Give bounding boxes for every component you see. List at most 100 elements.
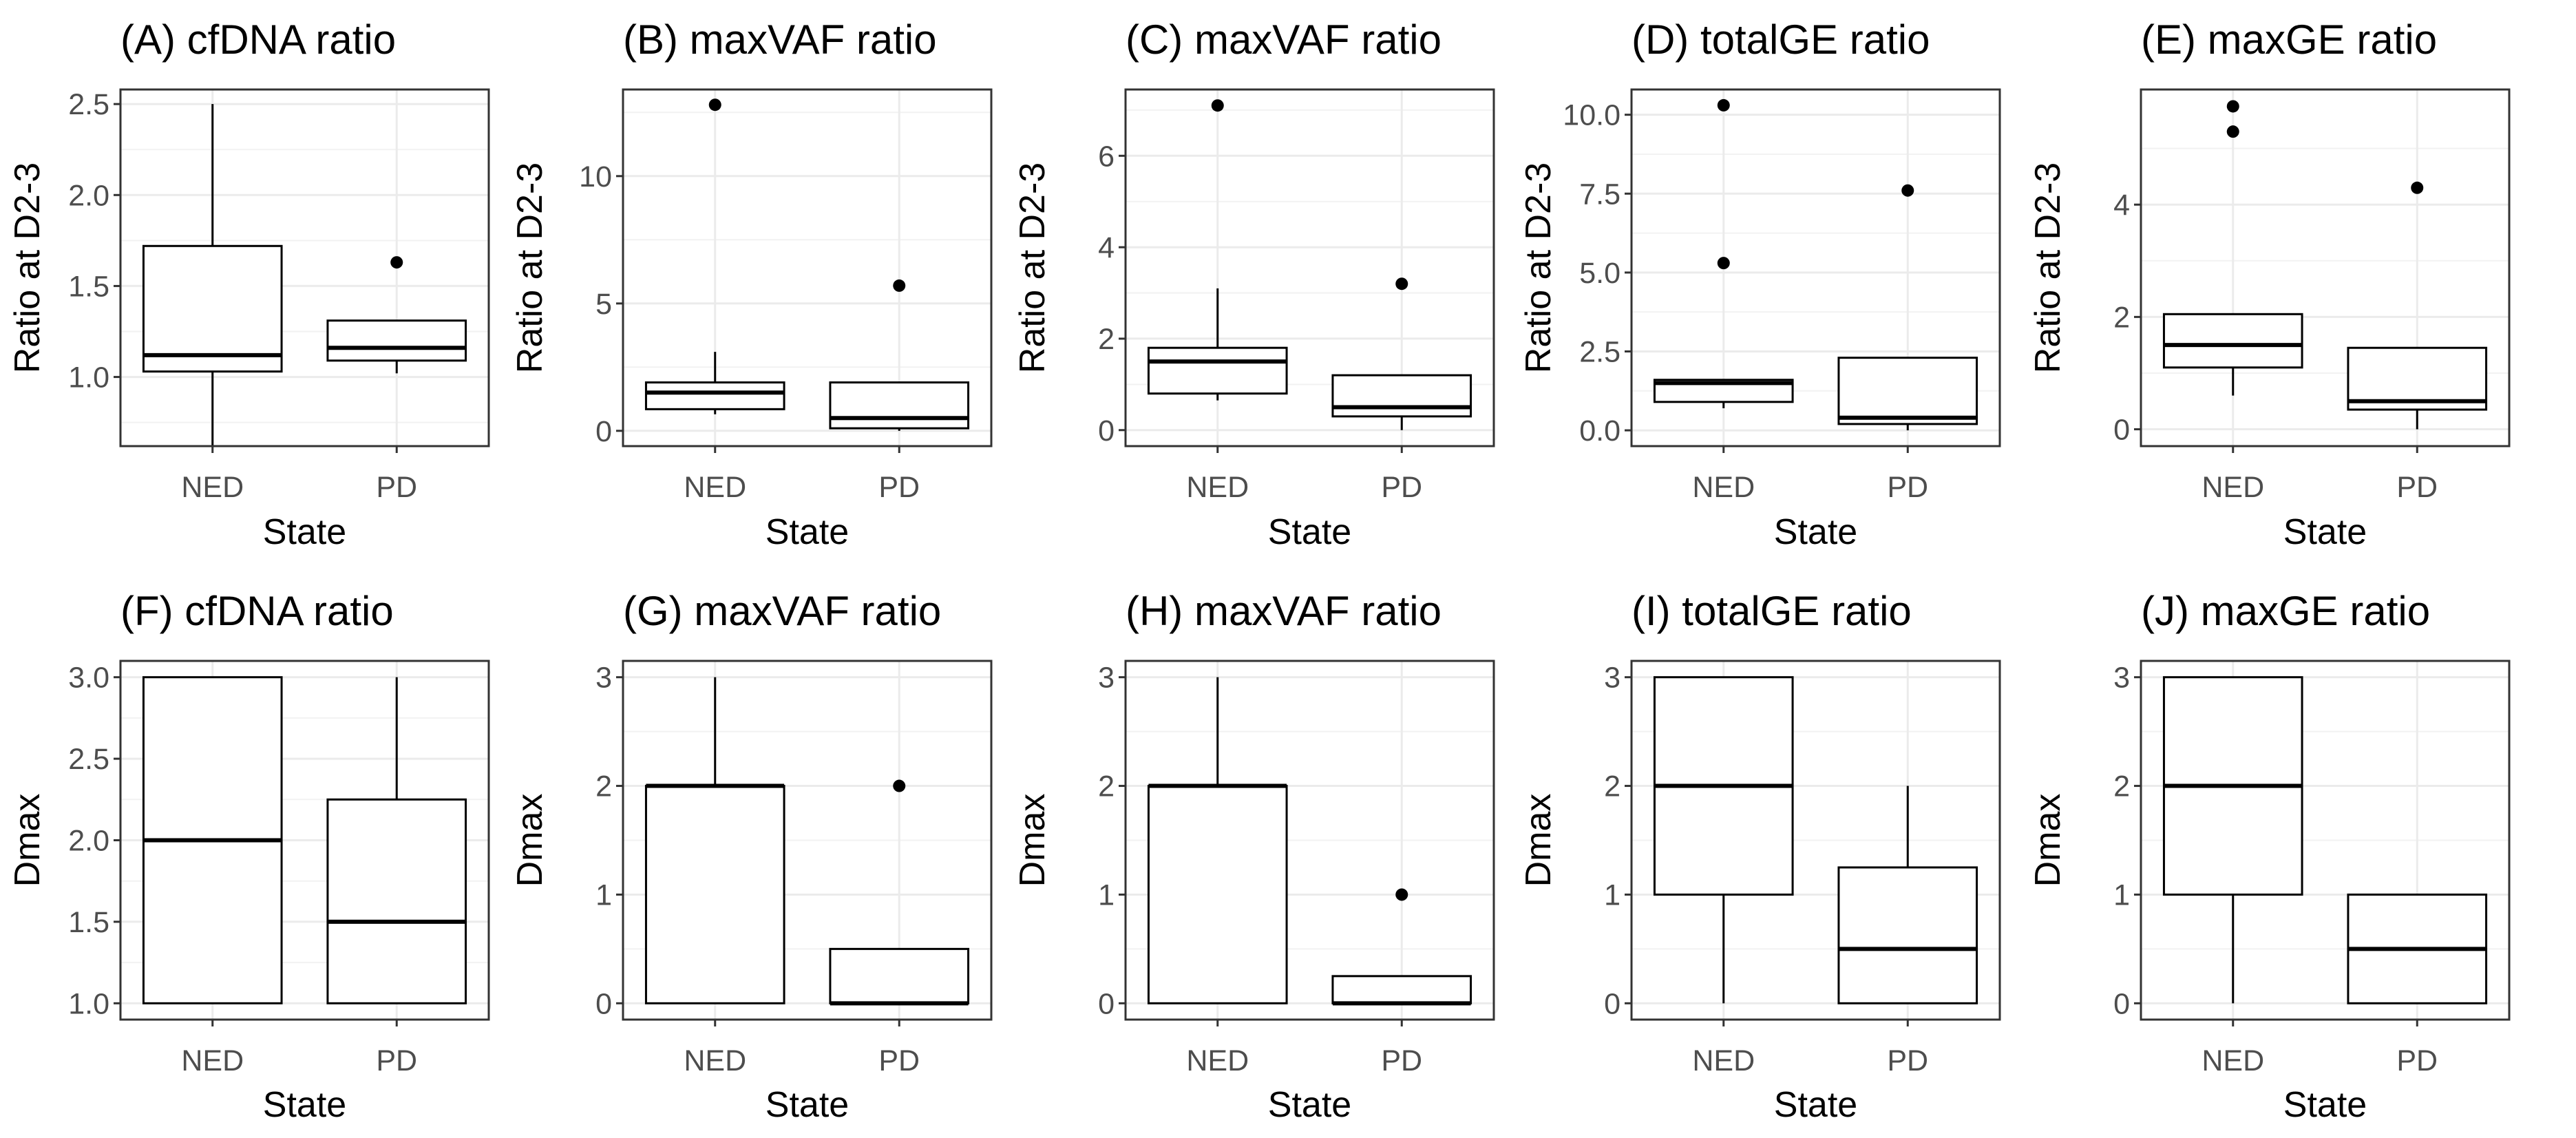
x-axis-label: State (766, 1085, 849, 1125)
y-tick-label: 4 (1098, 231, 1115, 264)
panel-border (622, 660, 993, 1021)
x-axis-label: State (766, 512, 849, 552)
iqr-box (2162, 313, 2303, 369)
panel-title: (F) cfDNA ratio (120, 588, 394, 634)
x-axis-label: State (2283, 512, 2367, 552)
x-tick-label: NED (1692, 1044, 1755, 1077)
box-ned (1147, 99, 1288, 401)
box-pd (326, 256, 467, 374)
panel-title: (I) totalGE ratio (1632, 588, 1912, 634)
y-tick-label: 3 (1098, 662, 1115, 695)
y-axis-label: Ratio at D2-3 (2028, 162, 2068, 373)
y-axis-label: Dmax (8, 794, 47, 887)
iqr-box (1147, 785, 1288, 1004)
x-tick-label: NED (181, 1044, 244, 1077)
panel-i: 0 1 2 3 NED PD (I) totalGE ratio State Dmax (1519, 588, 2001, 1125)
y-tick-label: 1 (2113, 878, 2130, 912)
box-pd (1331, 277, 1472, 430)
x-tick-label: PD (878, 1044, 920, 1077)
box-pd (829, 779, 970, 1006)
x-tick-label: NED (2202, 1044, 2264, 1077)
y-tick-label: 2.5 (68, 88, 109, 121)
box-ned (1653, 676, 1794, 1004)
outlier-point (1717, 257, 1730, 270)
outlier-point (1717, 98, 1730, 112)
outlier-point (2411, 181, 2424, 194)
outlier-point (2226, 125, 2239, 138)
panel-title: (E) maxGE ratio (2141, 17, 2437, 63)
y-tick-label: 2.0 (68, 825, 109, 858)
x-tick-label: PD (878, 471, 920, 504)
box-pd (829, 279, 970, 431)
y-tick-label: 0 (1098, 987, 1115, 1020)
panel-d: 0.0 2.5 5.0 7.5 10.0 NED PD (D) totalGE ratio St… (1519, 17, 2001, 552)
box-ned (1147, 677, 1288, 1004)
panel-border (2140, 660, 2511, 1021)
box-pd (1837, 786, 1978, 1004)
y-tick-label: 5.0 (1579, 257, 1620, 290)
outlier-point (1395, 888, 1408, 901)
x-tick-label: NED (1186, 471, 1249, 504)
box-pd (2347, 893, 2488, 1004)
x-axis-label: State (263, 512, 346, 552)
iqr-box (1837, 866, 1978, 1004)
x-tick-label: NED (2202, 471, 2264, 504)
iqr-box (1331, 374, 1472, 418)
iqr-box (1147, 346, 1288, 395)
panel-a: 1.0 1.5 2.0 2.5 NED PD (A) cfDNA ratio State Rat… (8, 17, 490, 552)
panel-title: (J) maxGE ratio (2141, 588, 2430, 634)
y-tick-label: 2 (1604, 770, 1620, 803)
y-tick-label: 3.0 (68, 662, 109, 695)
panel-title: (D) totalGE ratio (1632, 17, 1930, 63)
y-tick-label: 4 (2113, 189, 2130, 222)
y-tick-label: 1.5 (68, 270, 109, 303)
y-tick-label: 0 (595, 987, 612, 1020)
y-tick-label: 0 (2113, 987, 2130, 1020)
iqr-box (142, 244, 283, 373)
x-tick-label: NED (181, 471, 244, 504)
y-axis-label: Dmax (1519, 794, 1559, 887)
y-tick-label: 6 (1098, 140, 1115, 173)
y-tick-label: 0 (595, 415, 612, 448)
y-tick-label: 2 (1098, 323, 1115, 356)
y-axis-label: Ratio at D2-3 (510, 162, 550, 373)
y-tick-label: 3 (595, 662, 612, 695)
panel-title: (G) maxVAF ratio (623, 588, 941, 634)
y-tick-label: 3 (2113, 662, 2130, 695)
y-tick-label: 3 (1604, 662, 1620, 695)
y-tick-label: 0 (1604, 987, 1620, 1020)
y-tick-label: 1.0 (68, 361, 109, 394)
box-ned (142, 676, 283, 1004)
y-tick-label: 7.5 (1579, 178, 1620, 211)
outlier-point (2226, 100, 2239, 113)
y-tick-label: 2.0 (68, 179, 109, 212)
panel-border (119, 660, 490, 1021)
box-pd (326, 677, 467, 1004)
panel-g: 0 1 2 3 NED PD (G) maxVAF ratio State Dmax (510, 588, 993, 1125)
panel-border (1124, 88, 1495, 447)
y-tick-label: 2.5 (1579, 335, 1620, 368)
outlier-point (708, 98, 721, 112)
iqr-box (644, 381, 785, 410)
box-ned (2162, 100, 2303, 396)
iqr-box (326, 798, 467, 1004)
box-ned (2162, 676, 2303, 1004)
x-tick-label: PD (376, 471, 417, 504)
panel-title: (B) maxVAF ratio (623, 17, 937, 63)
y-tick-label: 2 (1098, 770, 1115, 803)
box-ned (142, 104, 283, 446)
y-tick-label: 1 (595, 878, 612, 912)
box-pd (1837, 184, 1978, 431)
box-pd (1331, 888, 1472, 1006)
panel-title: (H) maxVAF ratio (1126, 588, 1442, 634)
x-axis-label: State (263, 1085, 346, 1125)
panel-title: (C) maxVAF ratio (1126, 17, 1442, 63)
y-tick-label: 0 (1098, 414, 1115, 447)
iqr-box (1837, 357, 1978, 425)
x-tick-label: PD (2396, 471, 2438, 504)
x-tick-label: PD (1887, 1044, 1928, 1077)
iqr-box (1331, 975, 1472, 1004)
y-axis-label: Ratio at D2-3 (1519, 162, 1559, 373)
x-axis-label: State (1268, 512, 1351, 552)
